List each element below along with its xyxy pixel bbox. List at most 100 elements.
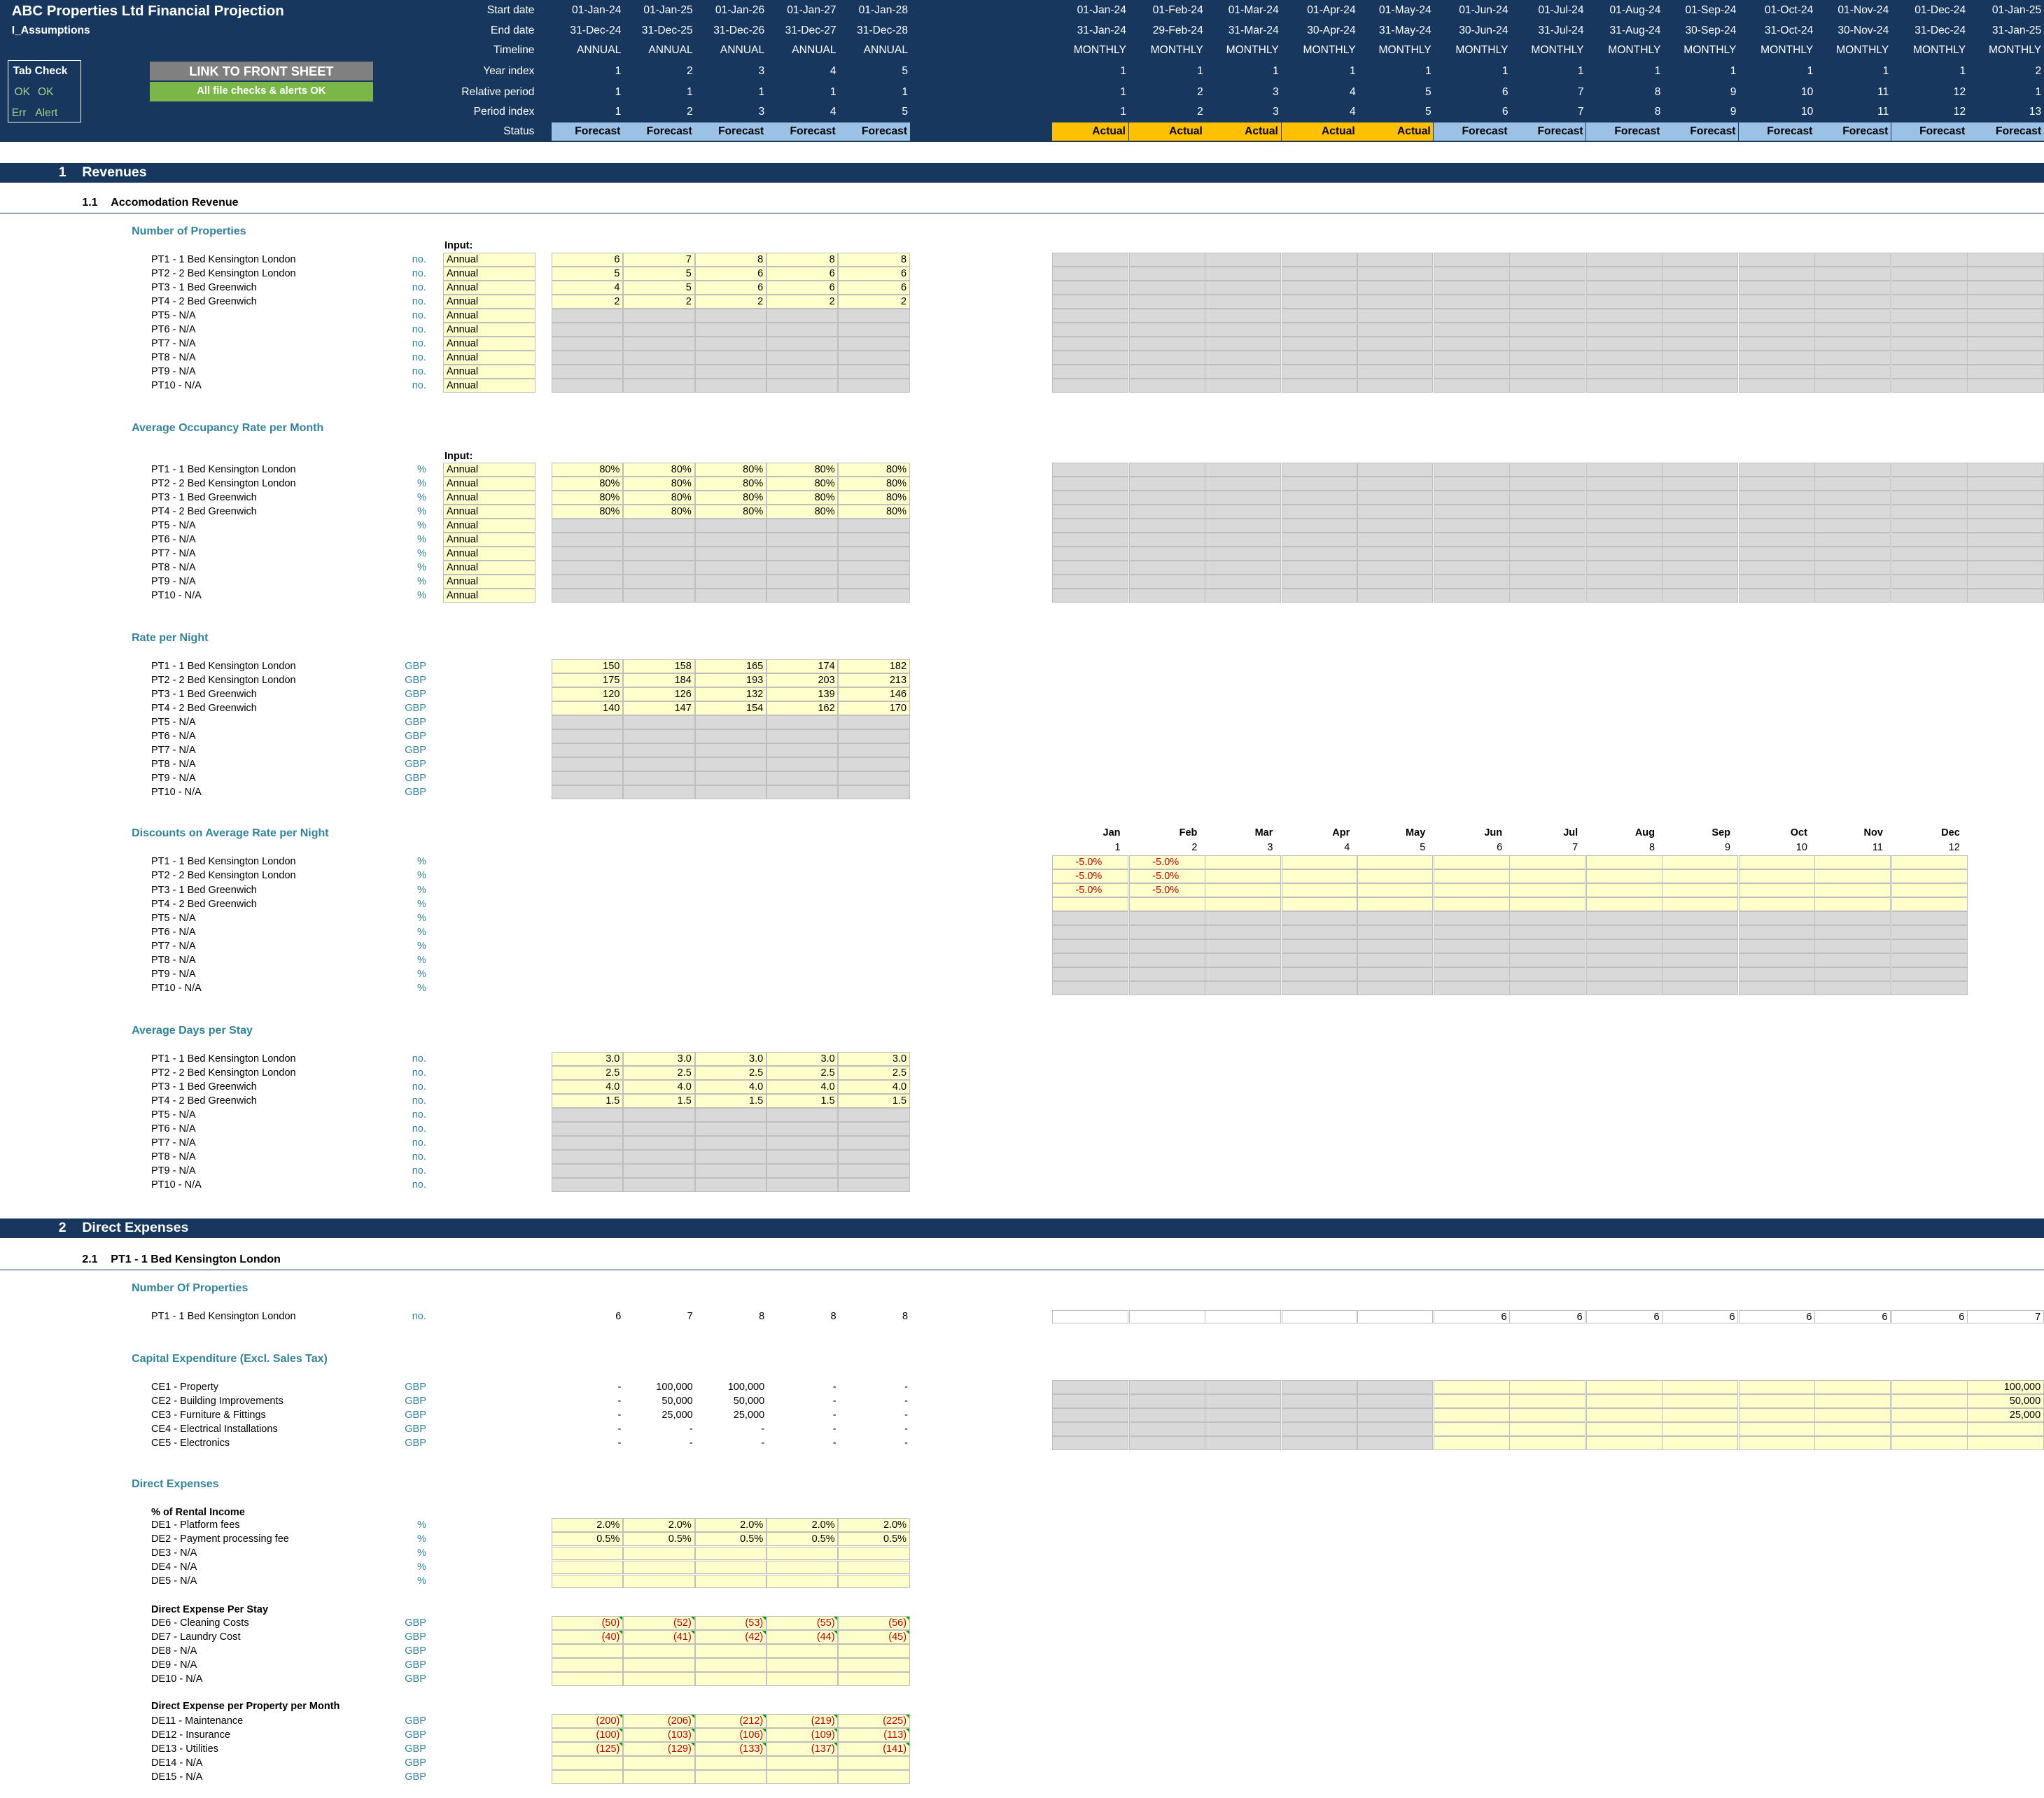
input-cell[interactable]: 139 — [766, 687, 839, 702]
input-cell[interactable]: 193 — [694, 673, 766, 688]
expense-input-cell[interactable] — [551, 1574, 624, 1589]
expense-input-cell[interactable]: (45) — [838, 1630, 910, 1645]
discount-input-cell[interactable] — [1434, 883, 1511, 897]
capex-input-cell[interactable] — [1814, 1380, 1891, 1394]
capex-input-cell[interactable] — [1509, 1408, 1586, 1423]
expense-input-cell[interactable]: (42) — [694, 1630, 766, 1645]
expense-input-cell[interactable] — [694, 1755, 766, 1770]
discount-input-cell[interactable] — [1281, 869, 1358, 883]
frequency-input[interactable]: Annual — [443, 365, 536, 379]
input-cell[interactable]: 2.5 — [694, 1065, 766, 1080]
frequency-input[interactable]: Annual — [443, 505, 536, 519]
expense-input-cell[interactable]: 2.0% — [551, 1518, 624, 1533]
frequency-input[interactable]: Annual — [443, 519, 536, 533]
expense-input-cell[interactable]: (113) — [838, 1727, 910, 1742]
capex-input-cell[interactable] — [1891, 1380, 1968, 1394]
expense-input-cell[interactable]: (219) — [766, 1713, 839, 1728]
capex-input-cell[interactable] — [1662, 1380, 1739, 1394]
discount-input-cell[interactable] — [1662, 897, 1739, 911]
discount-input-cell[interactable] — [1586, 855, 1663, 869]
discount-input-cell[interactable] — [1891, 855, 1968, 869]
input-cell[interactable]: 4.0 — [551, 1079, 624, 1094]
input-cell[interactable]: 2 — [551, 295, 624, 309]
link-to-front-sheet-button[interactable]: LINK TO FRONT SHEET — [150, 61, 373, 81]
input-cell[interactable]: 80% — [623, 491, 695, 505]
input-cell[interactable]: 80% — [694, 491, 766, 505]
expense-input-cell[interactable]: (106) — [694, 1727, 766, 1742]
input-cell[interactable]: 3.0 — [623, 1051, 695, 1066]
expense-input-cell[interactable]: (53) — [694, 1616, 766, 1631]
input-cell[interactable]: 6 — [766, 267, 839, 281]
discount-input-cell[interactable] — [1891, 883, 1968, 897]
capex-input-cell[interactable] — [1586, 1394, 1663, 1408]
frequency-input[interactable]: Annual — [443, 253, 536, 267]
discount-input-cell[interactable] — [1586, 897, 1663, 911]
expense-input-cell[interactable] — [694, 1560, 766, 1575]
expense-input-cell[interactable]: (56) — [838, 1616, 910, 1631]
capex-input-cell[interactable] — [1891, 1408, 1968, 1423]
input-cell[interactable]: 7 — [623, 253, 695, 267]
capex-input-cell[interactable] — [1509, 1436, 1586, 1451]
expense-input-cell[interactable] — [766, 1769, 839, 1784]
capex-input-cell[interactable]: 50,000 — [1967, 1394, 2044, 1408]
discount-input-cell[interactable] — [1434, 855, 1511, 869]
expense-input-cell[interactable] — [766, 1560, 839, 1575]
expense-input-cell[interactable]: (40) — [551, 1630, 624, 1645]
input-cell[interactable]: 213 — [838, 673, 910, 688]
frequency-input[interactable]: Annual — [443, 309, 536, 323]
discount-input-cell[interactable]: -5.0% — [1128, 855, 1205, 869]
expense-input-cell[interactable] — [623, 1644, 695, 1659]
input-cell[interactable]: 8 — [838, 253, 910, 267]
expense-input-cell[interactable] — [551, 1755, 624, 1770]
frequency-input[interactable]: Annual — [443, 323, 536, 337]
input-cell[interactable]: 4.0 — [838, 1079, 910, 1094]
frequency-input[interactable]: Annual — [443, 575, 536, 589]
discount-input-cell[interactable] — [1357, 897, 1434, 911]
expense-input-cell[interactable] — [838, 1658, 910, 1673]
capex-input-cell[interactable] — [1434, 1408, 1511, 1423]
expense-input-cell[interactable] — [766, 1672, 839, 1687]
capex-input-cell[interactable] — [1586, 1436, 1663, 1451]
expense-input-cell[interactable]: 2.0% — [623, 1518, 695, 1533]
input-cell[interactable]: 6 — [838, 281, 910, 295]
frequency-input[interactable]: Annual — [443, 477, 536, 491]
discount-input-cell[interactable] — [1051, 897, 1128, 911]
discount-input-cell[interactable] — [1509, 855, 1586, 869]
frequency-input[interactable]: Annual — [443, 589, 536, 603]
input-cell[interactable]: 158 — [623, 659, 695, 674]
expense-input-cell[interactable] — [838, 1644, 910, 1659]
input-cell[interactable]: 5 — [623, 267, 695, 281]
input-cell[interactable]: 174 — [766, 659, 839, 674]
input-cell[interactable]: 80% — [623, 477, 695, 491]
capex-input-cell[interactable]: 25,000 — [1967, 1408, 2044, 1423]
expense-input-cell[interactable] — [694, 1644, 766, 1659]
capex-input-cell[interactable] — [1967, 1436, 2044, 1451]
expense-input-cell[interactable]: 0.5% — [766, 1532, 839, 1547]
input-cell[interactable]: 182 — [838, 659, 910, 674]
frequency-input[interactable]: Annual — [443, 295, 536, 309]
discount-input-cell[interactable] — [1739, 883, 1816, 897]
expense-input-cell[interactable]: (109) — [766, 1727, 839, 1742]
capex-input-cell[interactable] — [1662, 1408, 1739, 1423]
capex-input-cell[interactable]: 100,000 — [1967, 1380, 2044, 1394]
capex-input-cell[interactable] — [1662, 1422, 1739, 1437]
discount-input-cell[interactable] — [1204, 855, 1281, 869]
expense-input-cell[interactable] — [623, 1560, 695, 1575]
capex-input-cell[interactable] — [1434, 1394, 1511, 1408]
frequency-input[interactable]: Annual — [443, 463, 536, 477]
discount-input-cell[interactable] — [1739, 869, 1816, 883]
expense-input-cell[interactable] — [551, 1644, 624, 1659]
capex-input-cell[interactable] — [1739, 1394, 1816, 1408]
frequency-input[interactable]: Annual — [443, 351, 536, 365]
expense-input-cell[interactable]: (129) — [623, 1741, 695, 1756]
capex-input-cell[interactable] — [1814, 1422, 1891, 1437]
expense-input-cell[interactable] — [694, 1658, 766, 1673]
input-cell[interactable]: 3.0 — [551, 1051, 624, 1066]
input-cell[interactable]: 3.0 — [694, 1051, 766, 1066]
input-cell[interactable]: 80% — [838, 477, 910, 491]
expense-input-cell[interactable] — [694, 1574, 766, 1589]
discount-input-cell[interactable] — [1662, 883, 1739, 897]
discount-input-cell[interactable] — [1586, 869, 1663, 883]
input-cell[interactable]: 2.5 — [766, 1065, 839, 1080]
capex-input-cell[interactable] — [1814, 1408, 1891, 1423]
